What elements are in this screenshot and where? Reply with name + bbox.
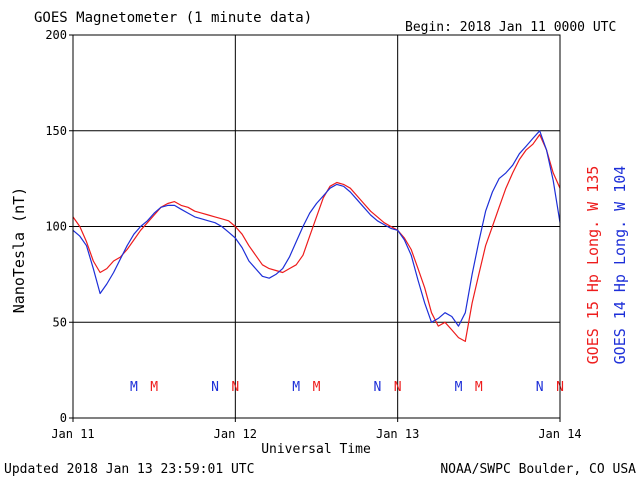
y-tick-label-0: 0 xyxy=(60,411,67,425)
legend-goes15: GOES 15 Hp Long. W 135 xyxy=(584,166,602,365)
series-line-1 xyxy=(72,130,561,327)
y-tick-label-50: 50 xyxy=(53,315,67,329)
y-axis-title: NanoTesla (nT) xyxy=(10,187,28,313)
marker-m-4: M xyxy=(292,380,300,395)
axis-ticks: 0 50 100 150 200 Jan 11 Jan 12 Jan 13 Jan 14 xyxy=(45,28,581,441)
marker-n-7: N xyxy=(394,380,402,395)
marker-m-9: M xyxy=(475,380,483,395)
series-line-0 xyxy=(72,134,561,342)
x-tick-label-48: Jan 13 xyxy=(376,427,419,441)
marker-m-0: M xyxy=(130,380,138,395)
x-tick-label-72: Jan 14 xyxy=(538,427,581,441)
marker-m-8: M xyxy=(455,380,463,395)
credit-label: NOAA/SWPC Boulder, CO USA xyxy=(440,462,636,477)
marker-n-2: N xyxy=(211,380,219,395)
updated-timestamp: Updated 2018 Jan 13 23:59:01 UTC xyxy=(4,462,254,477)
series-lines xyxy=(72,130,561,342)
y-tick-label-100: 100 xyxy=(45,220,67,234)
x-tick-label-0: Jan 11 xyxy=(51,427,94,441)
marker-m-1: M xyxy=(150,380,158,395)
marker-n-3: N xyxy=(231,380,239,395)
x-axis-title: Universal Time xyxy=(261,442,371,457)
legend-goes14: GOES 14 Hp Long. W 104 xyxy=(611,166,629,365)
y-tick-label-200: 200 xyxy=(45,28,67,42)
begin-label: Begin: 2018 Jan 11 0000 UTC xyxy=(405,20,616,35)
grid xyxy=(73,35,560,418)
y-tick-label-150: 150 xyxy=(45,124,67,138)
marker-m-5: M xyxy=(313,380,321,395)
chart-title: GOES Magnetometer (1 minute data) xyxy=(34,10,312,26)
x-tick-label-24: Jan 12 xyxy=(214,427,257,441)
marker-n-10: N xyxy=(536,380,544,395)
marker-n-6: N xyxy=(373,380,381,395)
